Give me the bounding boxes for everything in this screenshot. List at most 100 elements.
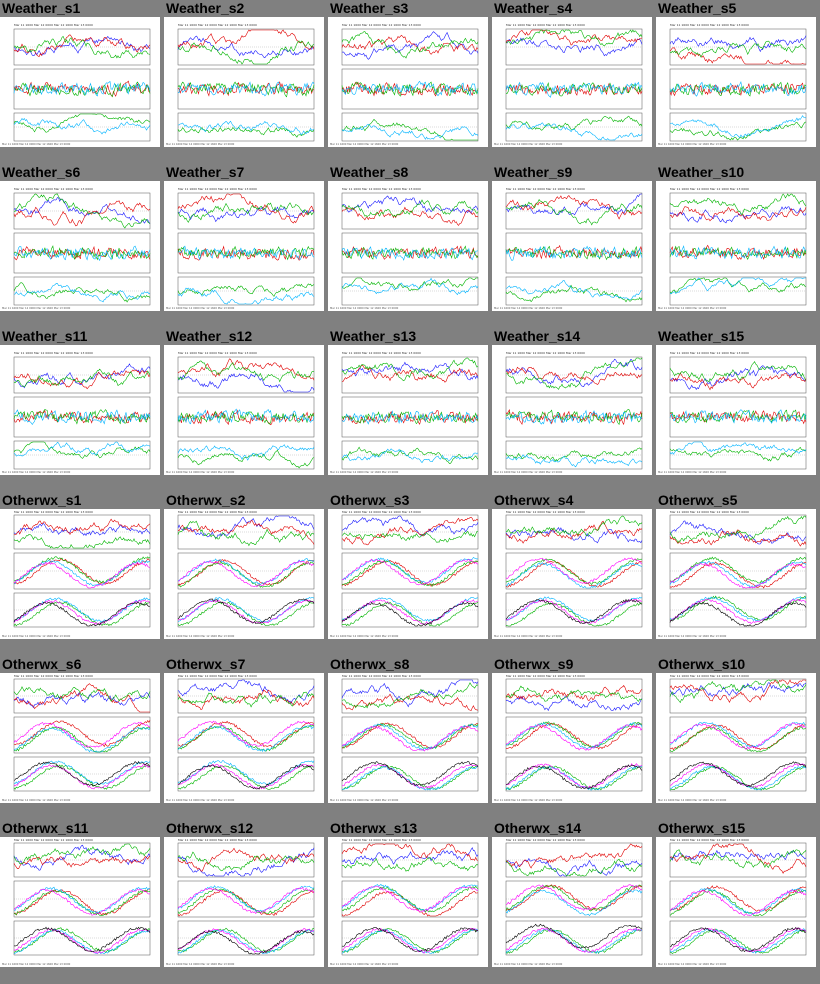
plot-thumbnail[interactable]: Mar 11 1600 Mar 12 0000 Mar 12 1600 Mar … (328, 345, 488, 475)
series-line (13, 80, 151, 97)
plot-thumbnail[interactable]: Mar 11 1600 Mar 12 0000 Mar 12 1600 Mar … (164, 837, 324, 967)
series-line (177, 444, 315, 461)
plot-cell: Otherwx_s10 Mar 11 1600 Mar 12 0000 Mar 1… (656, 656, 816, 820)
series-line (13, 928, 151, 954)
series-line (13, 368, 151, 388)
x-tick-label: Mar 11 1600 Mar 12 0000 Mar 12 1600 Mar … (166, 142, 235, 146)
plot-thumbnail[interactable]: Mar 11 1600 Mar 12 0000 Mar 12 1600 Mar … (492, 345, 652, 475)
plot-cell: Weather_s14 Mar 11 1600 Mar 12 0000 Mar 1… (492, 328, 652, 492)
series-line (341, 856, 479, 872)
plot-svg: Mar 11 1600 Mar 12 0000 Mar 12 1600 Mar … (166, 510, 315, 638)
plot-thumbnail[interactable]: Mar 11 1600 Mar 12 0000 Mar 12 1600 Mar … (164, 345, 324, 475)
plot-thumbnail[interactable]: Mar 11 1600 Mar 12 0000 Mar 12 1600 Mar … (164, 17, 324, 147)
series-line (669, 40, 807, 58)
x-tick-label: Mar 11 1600 Mar 12 0000 Mar 12 1600 Mar … (178, 838, 257, 842)
plot-cell: Weather_s3 Mar 11 1600 Mar 12 0000 Mar 12… (328, 0, 488, 164)
series-line (177, 764, 315, 790)
series-line (13, 691, 151, 709)
plot-cell: Otherwx_s7 Mar 11 1600 Mar 12 0000 Mar 12… (164, 656, 324, 820)
series-line (341, 31, 479, 59)
series-line (341, 722, 479, 749)
plot-title: Weather_s12 (166, 328, 253, 344)
x-tick-label: Mar 11 1600 Mar 12 0000 Mar 12 1600 Mar … (658, 306, 727, 310)
plot-thumbnail[interactable]: Mar 11 1600 Mar 12 0000 Mar 12 1600 Mar … (0, 837, 160, 967)
series-line (341, 245, 479, 260)
plot-svg: Mar 11 1600 Mar 12 0000 Mar 12 1600 Mar … (658, 838, 807, 966)
series-line (505, 244, 643, 260)
series-line (13, 245, 151, 262)
plot-thumbnail[interactable]: Mar 11 1600 Mar 12 0000 Mar 12 1600 Mar … (0, 17, 160, 147)
plot-thumbnail[interactable]: Mar 11 1600 Mar 12 0000 Mar 12 1600 Mar … (328, 673, 488, 803)
series-line (177, 515, 315, 539)
series-line (505, 409, 643, 426)
series-line (177, 601, 315, 627)
plot-title: Otherwx_s2 (166, 492, 246, 508)
plot-thumbnail[interactable]: Mar 11 1600 Mar 12 0000 Mar 12 1600 Mar … (164, 181, 324, 311)
plot-thumbnail[interactable]: Mar 11 1600 Mar 12 0000 Mar 12 1600 Mar … (0, 673, 160, 803)
series-line (177, 287, 315, 305)
plot-title: Otherwx_s8 (330, 656, 410, 672)
plot-thumbnail[interactable]: Mar 11 1600 Mar 12 0000 Mar 12 1600 Mar … (656, 837, 816, 967)
series-line (505, 884, 643, 911)
plot-thumbnail[interactable]: Mar 11 1600 Mar 12 0000 Mar 12 1600 Mar … (656, 673, 816, 803)
plot-cell: Weather_s11 Mar 11 1600 Mar 12 0000 Mar 1… (0, 328, 160, 492)
series-line (670, 927, 807, 953)
plot-thumbnail[interactable]: Mar 11 1600 Mar 12 0000 Mar 12 1600 Mar … (656, 17, 816, 147)
x-tick-label: Mar 11 1600 Mar 12 0000 Mar 12 1600 Mar … (2, 142, 71, 146)
series-line (341, 679, 479, 708)
plot-thumbnail[interactable]: Mar 11 1600 Mar 12 0000 Mar 12 1600 Mar … (656, 181, 816, 311)
plot-thumbnail[interactable]: Mar 11 1600 Mar 12 0000 Mar 12 1600 Mar … (0, 181, 160, 311)
plot-thumbnail[interactable]: Mar 11 1600 Mar 12 0000 Mar 12 1600 Mar … (656, 345, 816, 475)
series-line (505, 884, 643, 912)
series-line (341, 199, 479, 218)
series-line (505, 284, 643, 303)
plot-cell: Otherwx_s2 Mar 11 1600 Mar 12 0000 Mar 12… (164, 492, 324, 656)
series-line (13, 282, 151, 303)
x-tick-label: Mar 11 1600 Mar 12 0000 Mar 12 1600 Mar … (14, 187, 93, 191)
series-line (177, 720, 315, 748)
plot-thumbnail[interactable]: Mar 11 1600 Mar 12 0000 Mar 12 1600 Mar … (492, 181, 652, 311)
plot-title: Weather_s2 (166, 0, 245, 16)
series-line (341, 277, 479, 296)
plot-title: Otherwx_s7 (166, 656, 246, 672)
plot-thumbnail[interactable]: Mar 11 1600 Mar 12 0000 Mar 12 1600 Mar … (328, 837, 488, 967)
plot-thumbnail[interactable]: Mar 11 1600 Mar 12 0000 Mar 12 1600 Mar … (656, 509, 816, 639)
plot-thumbnail[interactable]: Mar 11 1600 Mar 12 0000 Mar 12 1600 Mar … (492, 673, 652, 803)
series-line (341, 599, 479, 625)
series-line (669, 601, 807, 627)
plot-thumbnail[interactable]: Mar 11 1600 Mar 12 0000 Mar 12 1600 Mar … (328, 17, 488, 147)
plot-svg: Mar 11 1600 Mar 12 0000 Mar 12 1600 Mar … (330, 674, 479, 802)
series-line (505, 558, 642, 586)
series-line (505, 199, 643, 226)
series-line (177, 245, 315, 262)
plot-thumbnail[interactable]: Mar 11 1600 Mar 12 0000 Mar 12 1600 Mar … (328, 509, 488, 639)
plot-svg: Mar 11 1600 Mar 12 0000 Mar 12 1600 Mar … (2, 187, 151, 310)
series-line (13, 113, 151, 133)
x-tick-label: Mar 11 1600 Mar 12 0000 Mar 12 1600 Mar … (506, 351, 585, 355)
series-line (505, 358, 643, 387)
plot-cell: Otherwx_s8 Mar 11 1600 Mar 12 0000 Mar 12… (328, 656, 488, 820)
series-line (177, 559, 315, 587)
plot-thumbnail[interactable]: Mar 11 1600 Mar 12 0000 Mar 12 1600 Mar … (0, 509, 160, 639)
series-line (13, 683, 150, 713)
series-line (505, 927, 643, 953)
x-tick-label: Mar 11 1600 Mar 12 0000 Mar 12 1600 Mar … (166, 962, 235, 966)
plot-thumbnail[interactable]: Mar 11 1600 Mar 12 0000 Mar 12 1600 Mar … (492, 509, 652, 639)
series-line (669, 843, 807, 874)
plot-thumbnail[interactable]: Mar 11 1600 Mar 12 0000 Mar 12 1600 Mar … (164, 509, 324, 639)
x-tick-label: Mar 11 1600 Mar 12 0000 Mar 12 1600 Mar … (342, 838, 421, 842)
series-line (13, 117, 151, 135)
plot-thumbnail[interactable]: Mar 11 1600 Mar 12 0000 Mar 12 1600 Mar … (0, 345, 160, 475)
x-tick-label: Mar 11 1600 Mar 12 0000 Mar 12 1600 Mar … (330, 142, 399, 146)
series-line (177, 558, 315, 586)
plot-thumbnail[interactable]: Mar 11 1600 Mar 12 0000 Mar 12 1600 Mar … (164, 673, 324, 803)
plot-thumbnail[interactable]: Mar 11 1600 Mar 12 0000 Mar 12 1600 Mar … (492, 17, 652, 147)
plot-thumbnail[interactable]: Mar 11 1600 Mar 12 0000 Mar 12 1600 Mar … (492, 837, 652, 967)
series-line (13, 409, 151, 424)
series-line (177, 724, 315, 752)
plot-cell: Weather_s1 Mar 11 1600 Mar 12 0000 Mar 12… (0, 0, 160, 164)
series-line (13, 926, 151, 953)
plot-thumbnail[interactable]: Mar 11 1600 Mar 12 0000 Mar 12 1600 Mar … (328, 181, 488, 311)
plot-cell: Otherwx_s12 Mar 11 1600 Mar 12 0000 Mar 1… (164, 820, 324, 984)
series-line (669, 761, 807, 787)
